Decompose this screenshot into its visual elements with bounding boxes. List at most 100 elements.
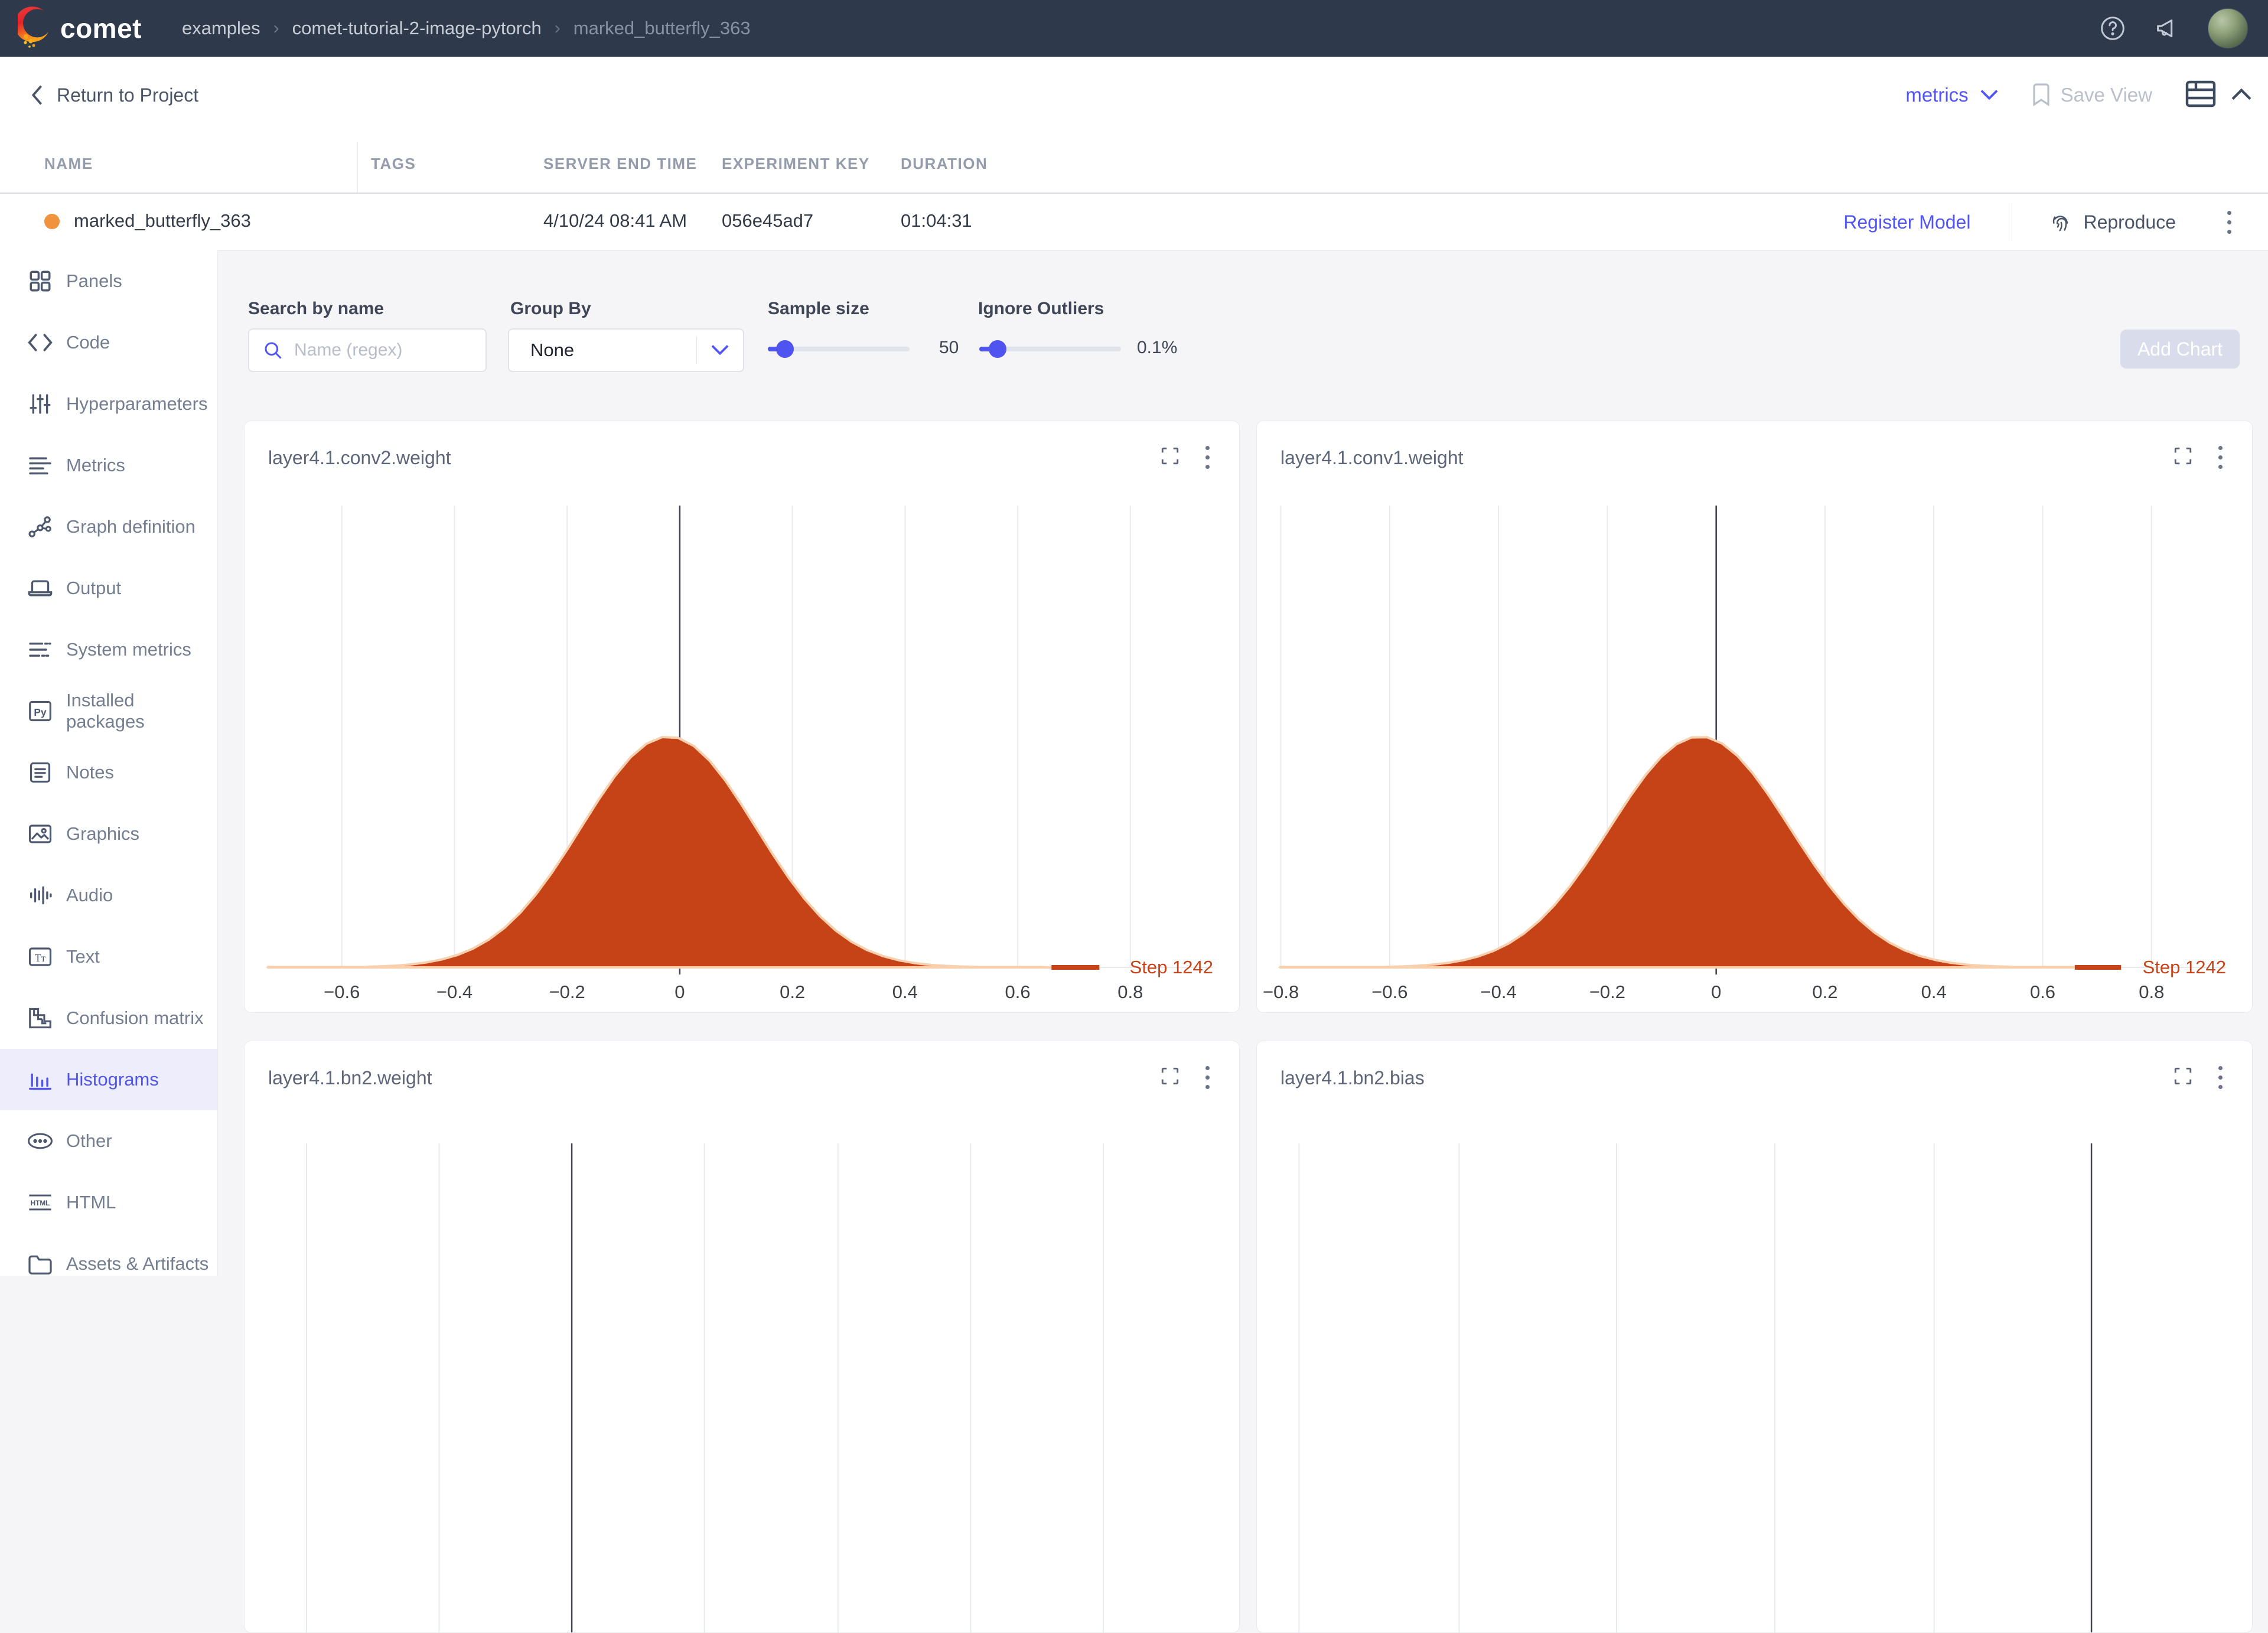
histogram-chart[interactable]: −0.8 −0.6 −0.4 −0.2 0 0.2 0.4 0.6 0.8 Step 1242 [1257,421,2252,1012]
search-box [248,328,487,372]
sidebar: Panels Code Hyperparameters Metrics Graph de… [0,250,218,1276]
histogram-chart[interactable] [1257,1041,2252,1632]
svg-text:−0.6: −0.6 [324,982,360,1002]
announcements-icon[interactable] [2153,15,2181,42]
breadcrumb-project[interactable]: comet-tutorial-2-image-pytorch [292,18,542,38]
sidebar-item-text[interactable]: Tт Text [0,926,217,987]
experiment-name[interactable]: marked_butterfly_363 [74,210,251,231]
expand-chart-icon[interactable] [2173,1066,2193,1089]
reproduce-button[interactable]: Reproduce [2049,210,2176,234]
column-header-duration[interactable]: DURATION [901,155,988,172]
histogram-panel: layer4.1.bn2.bias [1256,1041,2253,1633]
column-header-server-end-time[interactable]: SERVER END TIME [543,155,698,172]
sidebar-item-confusion-matrix[interactable]: Confusion matrix [0,987,217,1049]
sidebar-item-label: Notes [66,762,114,783]
ignore-outliers-slider[interactable] [979,340,1121,358]
experiment-row[interactable]: marked_butterfly_363 4/10/24 08:41 AM 05… [0,194,2268,250]
comet-logo-text: comet [60,13,142,44]
expand-chart-icon[interactable] [1160,1066,1180,1089]
column-divider [357,142,358,245]
sidebar-item-panels[interactable]: Panels [0,250,217,312]
histogram-chart[interactable] [245,1041,1239,1632]
breadcrumb-separator: › [273,18,279,38]
expand-chart-icon[interactable] [2173,446,2193,469]
svg-text:0.6: 0.6 [2030,982,2055,1002]
ignore-outliers-slider-thumb[interactable] [989,340,1006,358]
column-header-experiment-key[interactable]: EXPERIMENT KEY [722,155,870,172]
other-icon [26,1127,54,1155]
chart-title: layer4.1.bn2.bias [1280,1067,1425,1088]
return-to-project-link[interactable]: Return to Project [30,57,198,133]
register-model-button[interactable]: Register Model [1843,211,1971,233]
svg-text:−0.4: −0.4 [436,982,472,1002]
sidebar-item-assets-artifacts[interactable]: Assets & Artifacts [0,1233,217,1295]
group-by-value: None [530,340,575,360]
sidebar-item-audio[interactable]: Audio [0,865,217,926]
experiment-duration: 01:04:31 [901,210,972,231]
sidebar-item-system-metrics[interactable]: System metrics [0,619,217,680]
sidebar-item-histograms[interactable]: Histograms [0,1049,217,1110]
sidebar-item-label: Audio [66,885,113,905]
table-view-icon[interactable] [2185,80,2216,110]
search-input[interactable] [293,340,472,361]
user-avatar[interactable] [2208,8,2248,48]
sidebar-item-html[interactable]: HTML HTML [0,1172,217,1233]
html-icon: HTML [26,1188,54,1217]
sidebar-item-label: Metrics [66,455,125,475]
ignore-outliers-label: Ignore Outliers [978,299,1104,318]
svg-text:−0.8: −0.8 [1263,982,1299,1002]
search-icon [262,340,284,361]
chart-title: layer4.1.conv1.weight [1280,447,1464,468]
svg-text:0.2: 0.2 [1812,982,1837,1002]
sidebar-item-hyperparameters[interactable]: Hyperparameters [0,373,217,435]
text-icon: Tт [26,943,54,971]
sidebar-item-graphics[interactable]: Graphics [0,803,217,865]
back-chevron-icon [31,85,43,105]
sidebar-item-graph-definition[interactable]: Graph definition [0,496,217,558]
group-by-select[interactable]: None [508,328,744,372]
svg-text:0.2: 0.2 [780,982,805,1002]
ignore-outliers-value: 0.1% [1137,338,1178,357]
histogram-panel: layer4.1.conv1.weight −0.8 −0.6 −0.4 −0.2 0 0… [1256,421,2253,1013]
chart-menu-icon[interactable] [1195,446,1219,469]
sidebar-item-label: Assets & Artifacts [66,1253,209,1274]
row-menu-icon[interactable] [2217,210,2241,234]
help-icon[interactable] [2099,15,2126,42]
bookmark-icon [2033,83,2049,106]
graph-definition-icon [26,513,54,541]
breadcrumb-project-group[interactable]: examples [181,18,260,38]
sidebar-item-other[interactable]: Other [0,1110,217,1172]
sidebar-item-code[interactable]: Code [0,312,217,373]
expand-chart-icon[interactable] [1160,446,1180,469]
svg-text:−0.2: −0.2 [549,982,585,1002]
chart-menu-icon[interactable] [2208,1066,2232,1089]
confusion-matrix-icon [26,1004,54,1032]
sidebar-item-installed-packages[interactable]: Py Installed packages [0,680,217,742]
column-header-name[interactable]: NAME [44,155,93,172]
sidebar-item-notes[interactable]: Notes [0,742,217,803]
comet-logo[interactable]: comet [14,6,142,51]
audio-icon [26,881,54,910]
sidebar-item-output[interactable]: Output [0,558,217,619]
column-header-tags[interactable]: TAGS [371,155,416,172]
chart-menu-icon[interactable] [2208,446,2232,469]
output-icon [26,574,54,602]
add-chart-button[interactable]: Add Chart [2120,330,2240,369]
view-selector-dropdown[interactable]: metrics [1905,84,1998,106]
svg-text:0.8: 0.8 [1117,982,1143,1002]
svg-text:0.8: 0.8 [2139,982,2164,1002]
svg-text:Tт: Tт [35,952,46,964]
experiment-key-link[interactable]: 056e45ad7 [722,210,814,231]
code-icon [26,328,54,357]
svg-text:HTML: HTML [31,1199,50,1207]
save-view-button[interactable]: Save View [2031,83,2152,107]
sample-size-slider[interactable] [768,340,910,358]
sidebar-item-metrics[interactable]: Metrics [0,435,217,496]
collapse-panel-icon[interactable] [2231,87,2251,103]
sample-size-slider-thumb[interactable] [776,340,794,358]
chart-menu-icon[interactable] [1195,1066,1219,1089]
svg-text:Py: Py [34,706,47,718]
histogram-chart[interactable]: −0.6 −0.4 −0.2 0 0.2 0.4 0.6 0.8 Step 1242 [245,421,1239,1012]
group-by-label: Group By [510,299,591,318]
chevron-down-icon [711,344,729,356]
